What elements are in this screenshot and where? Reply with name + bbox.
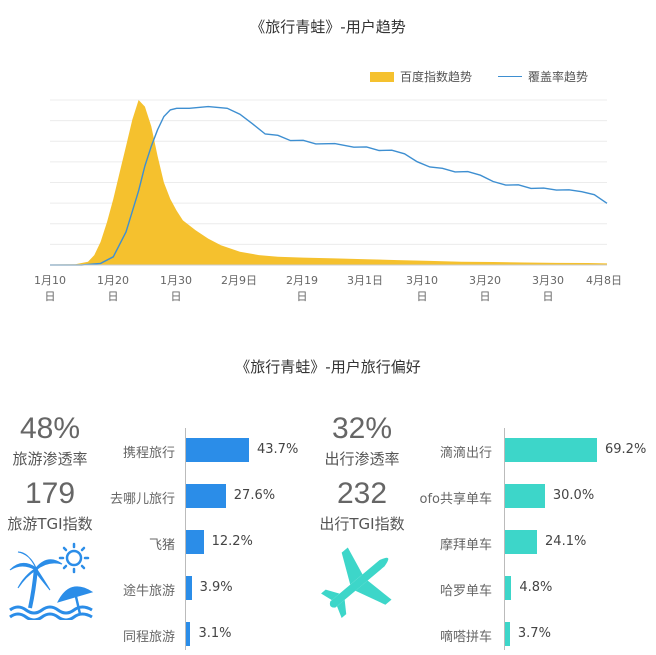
bar-category-label: 同程旅游 — [122, 630, 175, 645]
x-tick-line1: 3月30 — [532, 274, 564, 287]
trip-penetration-label: 出行渗透率 — [324, 450, 400, 468]
bar-value-label: 3.1% — [198, 626, 232, 641]
x-tick-line1: 3月1日 — [347, 274, 383, 287]
x-tick-label: 3月20 日 — [460, 273, 510, 305]
beach-icon — [9, 542, 94, 620]
right-bar-axis — [504, 428, 505, 650]
bar-value-label: 3.9% — [199, 580, 233, 595]
bar — [186, 576, 192, 600]
x-tick-label: 3月10 日 — [397, 273, 447, 305]
x-tick-line2: 日 — [107, 290, 119, 303]
bar-category-label: 滴滴出行 — [439, 446, 492, 461]
trend-chart — [50, 99, 608, 266]
x-tick-label: 4月8日 — [579, 273, 629, 289]
bar-category-label: 携程旅行 — [122, 446, 175, 461]
bar-category-label: 嘀嗒拼车 — [439, 630, 492, 645]
x-tick-line2: 日 — [296, 290, 308, 303]
x-tick-line1: 3月20 — [469, 274, 501, 287]
x-tick-label: 1月10 日 — [25, 273, 75, 305]
bar — [186, 438, 249, 462]
bar-category-label: 哈罗单车 — [439, 584, 492, 599]
bar-category-label: 飞猪 — [148, 538, 175, 553]
bar-category-label: 途牛旅游 — [122, 584, 175, 599]
x-tick-line1: 2月9日 — [221, 274, 257, 287]
bar — [505, 484, 545, 508]
x-tick-line1: 1月30 — [160, 274, 192, 287]
bar-value-label: 69.2% — [605, 442, 647, 457]
bar — [505, 438, 597, 462]
x-tick-line1: 1月10 — [34, 274, 66, 287]
bar-value-label: 4.8% — [519, 580, 553, 595]
x-tick-line1: 3月10 — [406, 274, 438, 287]
legend-label-baidu: 百度指数趋势 — [400, 70, 473, 84]
legend-swatch-coverage — [498, 76, 523, 77]
travel-tgi-value: 179 — [24, 477, 76, 510]
bar-value-label: 24.1% — [545, 534, 587, 549]
airplane-icon — [321, 547, 392, 618]
x-tick-line1: 4月8日 — [586, 274, 622, 287]
bar-value-label: 12.2% — [211, 534, 253, 549]
bar-value-label: 27.6% — [233, 488, 276, 503]
legend-swatch-baidu — [370, 71, 394, 82]
x-tick-label: 2月9日 — [214, 273, 264, 289]
bar-category-label: 摩拜单车 — [439, 538, 492, 553]
x-tick-line2: 日 — [542, 290, 554, 303]
bar — [186, 484, 226, 508]
bar — [505, 530, 538, 554]
x-tick-label: 2月19 日 — [277, 273, 327, 305]
bar-category-label: 去哪儿旅行 — [109, 492, 175, 507]
x-tick-line1: 1月20 — [97, 274, 129, 287]
bar-category-label: ofo共享单车 — [419, 492, 492, 507]
left-bar-axis — [185, 428, 186, 650]
trip-penetration-value: 32% — [331, 412, 393, 445]
baidu-index-area — [50, 100, 607, 265]
preference-title: 《旅行青蛙》-用户旅行偏好 — [235, 358, 421, 376]
travel-penetration-label: 旅游渗透率 — [12, 450, 88, 468]
legend-label-coverage: 覆盖率趋势 — [528, 70, 589, 84]
x-tick-line2: 日 — [170, 290, 182, 303]
x-tick-line2: 日 — [416, 290, 428, 303]
x-tick-label: 3月30 日 — [523, 273, 573, 305]
x-tick-label: 1月30 日 — [151, 273, 201, 305]
travel-tgi-label: 旅游TGI指数 — [7, 515, 93, 533]
trip-tgi-label: 出行TGI指数 — [319, 515, 405, 533]
travel-penetration-value: 48% — [19, 412, 81, 445]
bar-value-label: 43.7% — [257, 442, 299, 457]
x-tick-label: 3月1日 — [340, 273, 390, 289]
x-tick-line1: 2月19 — [286, 274, 318, 287]
bar — [505, 576, 512, 600]
bar — [186, 530, 204, 554]
bar-value-label: 3.7% — [517, 626, 551, 641]
bar-value-label: 30.0% — [552, 488, 595, 503]
x-tick-line2: 日 — [479, 290, 491, 303]
chart-title: 《旅行青蛙》-用户趋势 — [250, 18, 406, 36]
x-tick-line2: 日 — [44, 290, 56, 303]
bar — [186, 622, 191, 646]
legend: 百度指数趋势 覆盖率趋势 — [370, 68, 588, 85]
coverage-line — [50, 105, 608, 266]
trip-tgi-value: 232 — [336, 477, 388, 510]
x-tick-label: 1月20 日 — [88, 273, 138, 305]
bar — [505, 622, 510, 646]
